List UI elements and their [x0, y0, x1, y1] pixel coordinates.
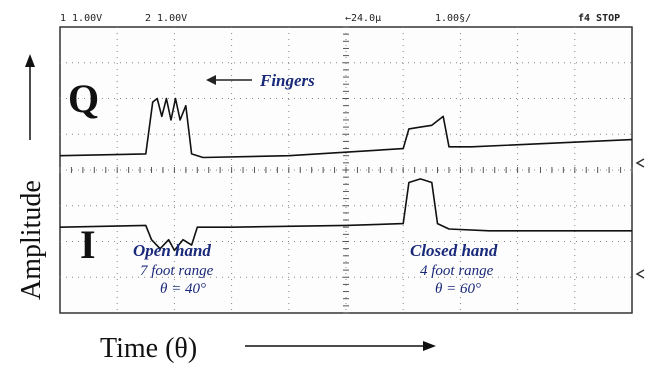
fingers-label: Fingers	[259, 71, 315, 90]
timebase: 1.00§/	[435, 13, 471, 24]
fingers-annotation: Fingers	[206, 71, 315, 90]
fingers-arrow-head	[206, 75, 216, 85]
traces	[59, 97, 633, 252]
trigger-delay: ←24.0µ	[345, 13, 381, 24]
open-hand-angle: θ = 40°	[160, 281, 206, 297]
y-axis-arrow-head	[25, 54, 35, 67]
q-trace-label: Q	[68, 76, 99, 121]
i-channel-marker	[635, 269, 645, 279]
channel-2-scale: 2 1.00V	[145, 13, 187, 24]
series-line-q	[59, 97, 633, 159]
x-axis-label: Time (θ)	[100, 333, 197, 364]
closed-hand-angle: θ = 60°	[435, 281, 481, 297]
open-hand-label: Open hand	[133, 241, 211, 260]
i-trace-label: I	[80, 222, 96, 267]
graticule	[59, 26, 633, 314]
open-hand-range: 7 foot range	[140, 263, 214, 279]
channel-1-scale: 1 1.00V	[60, 13, 102, 24]
q-channel-marker	[635, 158, 645, 168]
y-axis-label: Amplitude	[16, 180, 47, 300]
x-axis-arrow-head	[423, 341, 436, 351]
closed-hand-label: Closed hand	[410, 241, 498, 260]
run-state: f4 STOP	[578, 13, 620, 24]
series-line-i	[59, 178, 632, 252]
closed-hand-range: 4 foot range	[420, 263, 494, 279]
